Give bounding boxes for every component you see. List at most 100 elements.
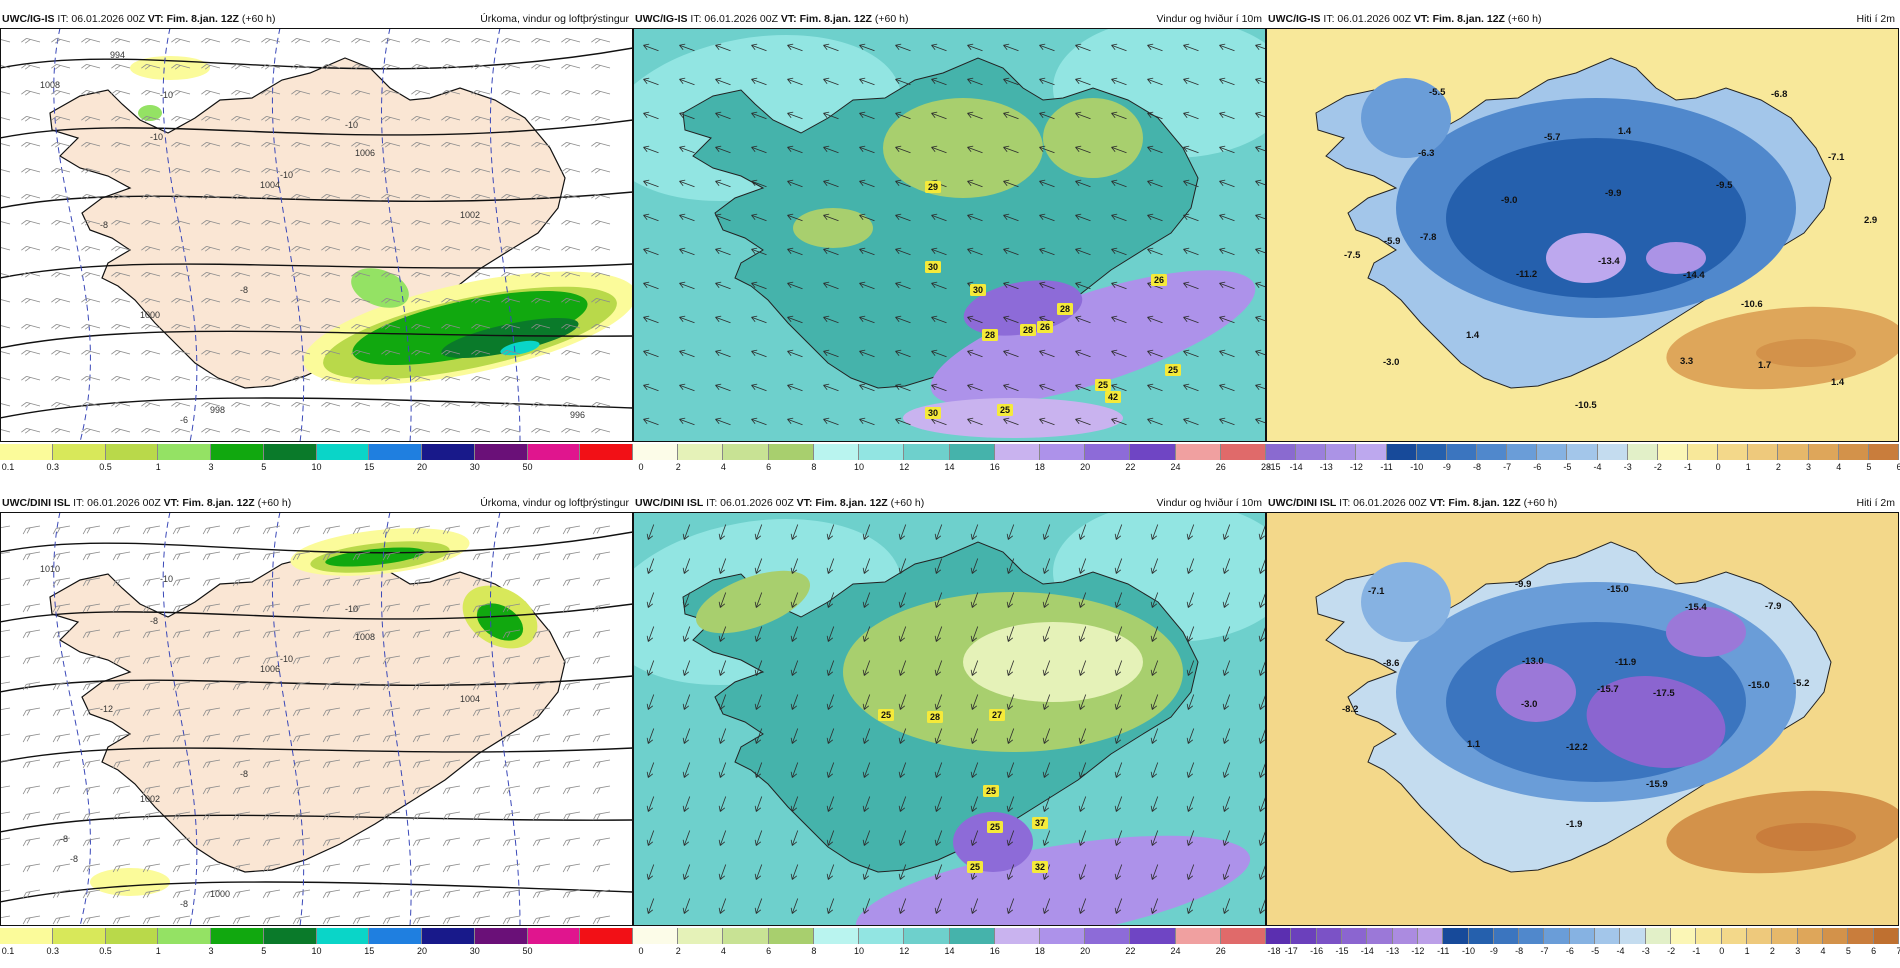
panel-header: UWC/IG-IS IT: 06.01.2026 00Z VT: Fim. 8.… [633, 10, 1266, 28]
colorbar-swatch [1393, 928, 1418, 944]
isotherm-label: -8 [60, 834, 68, 844]
valid-time: Fim. 8.jan. 12Z [1448, 497, 1520, 509]
isobar-label: 1004 [460, 694, 480, 704]
colorbar-swatch [0, 444, 53, 460]
gust-label: 42 [1105, 391, 1121, 403]
svg-text:25: 25 [1098, 380, 1108, 390]
temperature-label: 3.3 [1680, 356, 1693, 367]
lead-time: (+60 h) [242, 13, 276, 25]
temperature-label: -10.5 [1575, 400, 1597, 411]
field-title: Vindur og hviður í 10m [1157, 494, 1262, 512]
colorbar-swatch [1823, 928, 1848, 944]
svg-text:25: 25 [1168, 365, 1178, 375]
svg-text:25: 25 [990, 822, 1000, 832]
temperature-label: 1.1 [1467, 739, 1481, 750]
panel-title: UWC/IG-IS IT: 06.01.2026 00Z VT: Fim. 8.… [2, 10, 275, 28]
isotherm-label: -8 [180, 899, 188, 909]
colorbar-tick-label: 8 [811, 946, 816, 956]
colorbar-tick-label: -6 [1533, 462, 1541, 472]
svg-text:37: 37 [1035, 818, 1045, 828]
isobar-label: 998 [210, 405, 225, 415]
svg-text:30: 30 [928, 262, 938, 272]
colorbar-swatch [1567, 444, 1597, 460]
colorbar-swatch [264, 444, 317, 460]
lead-time: (+60 h) [875, 13, 909, 25]
colorbar-tick-label: 12 [899, 946, 909, 956]
svg-text:25: 25 [1000, 405, 1010, 415]
colorbar-tick-label: 0 [1719, 946, 1724, 956]
colorbar-swatch [1176, 444, 1221, 460]
colorbar-tick-label: 7 [1896, 946, 1900, 956]
gust-label: 28 [927, 711, 943, 723]
svg-text:30: 30 [973, 285, 983, 295]
colorbar-swatch [211, 928, 264, 944]
colorbar-tick-label: 22 [1125, 946, 1135, 956]
colorbar-tick-label: 20 [1080, 946, 1090, 956]
field-title: Vindur og hviður í 10m [1157, 10, 1262, 28]
colorbar-tick-label: 16 [990, 946, 1000, 956]
colorbar-swatch [1537, 444, 1567, 460]
colorbar-tick-label: 10 [311, 462, 321, 472]
colorbar-swatch [422, 928, 475, 944]
colorbar-swatch [633, 444, 678, 460]
colorbar-tick-label: -5 [1591, 946, 1599, 956]
colorbar-swatch [1469, 928, 1494, 944]
gust-label: 30 [925, 261, 941, 273]
colorbar-swatch [1130, 928, 1175, 944]
gust-label: 37 [1032, 817, 1048, 829]
colorbar-swatch [859, 444, 904, 460]
temperature-label: -6.8 [1771, 89, 1787, 100]
colorbar-swatch [1367, 928, 1392, 944]
colorbar-swatch [475, 928, 528, 944]
isotherm-label: -8 [240, 285, 248, 295]
colorbar-swatch [1671, 928, 1696, 944]
colorbar-tick-label: -14 [1290, 462, 1303, 472]
temperature-label: -9.9 [1515, 579, 1531, 590]
gust-label: 28 [1057, 303, 1073, 315]
precip-area [138, 105, 162, 121]
temperature-label: -7.1 [1368, 586, 1385, 597]
colorbar-tick-label: 5 [1866, 462, 1871, 472]
colorbar-swatch [1085, 444, 1130, 460]
temperature-label: -1.9 [1566, 819, 1582, 830]
svg-text:25: 25 [986, 786, 996, 796]
colorbar-tick-label: 1 [1745, 946, 1750, 956]
colorbar-tick-label: 2 [1776, 462, 1781, 472]
colorbar-ticks: -18-17-16-15-14-13-12-11-10-9-8-7-6-5-4-… [1266, 946, 1899, 958]
panel-header: UWC/IG-IS IT: 06.01.2026 00Z VT: Fim. 8.… [0, 10, 633, 28]
isobar-label: 996 [570, 410, 585, 420]
colorbar-tick-label: 0.5 [99, 462, 112, 472]
map-area: -7.1-9.9-15.0-15.4-7.9-8.6-13.0-11.9-5.2… [1266, 512, 1899, 926]
field-title: Hiti í 2m [1856, 494, 1895, 512]
gust-label: 30 [970, 284, 986, 296]
colorbar-tick-label: -4 [1616, 946, 1624, 956]
gust-label: 25 [987, 821, 1003, 833]
colorbar-tick-label: 26 [1216, 946, 1226, 956]
colorbar-swatch [106, 928, 159, 944]
colorbar-swatch [264, 928, 317, 944]
colorbar-tick-label: 6 [1871, 946, 1876, 956]
colorbar-tick-label: -13 [1320, 462, 1333, 472]
panel-header: UWC/IG-IS IT: 06.01.2026 00Z VT: Fim. 8.… [1266, 10, 1899, 28]
colorbar-swatch [1040, 444, 1085, 460]
temperature-label: -5.5 [1429, 87, 1446, 98]
colorbar-swatch [1696, 928, 1721, 944]
colorbar-tick-label: 6 [1896, 462, 1900, 472]
colorbar-swatch [580, 444, 633, 460]
colorbar-swatch [814, 928, 859, 944]
isobar-label: 1006 [260, 664, 280, 674]
colorbar-tick-label: -16 [1310, 946, 1323, 956]
colorbar-tick-label: 1 [1746, 462, 1751, 472]
colorbar-swatch [723, 444, 768, 460]
colorbar-tick-label: -10 [1462, 946, 1475, 956]
colorbar-tick-label: -17 [1285, 946, 1298, 956]
temperature-label: -13.4 [1598, 256, 1620, 267]
temperature-label: 1.4 [1831, 377, 1845, 388]
temperature-label: -12.2 [1566, 742, 1588, 753]
panel-header: UWC/DINI ISL IT: 06.01.2026 00Z VT: Fim.… [1266, 494, 1899, 512]
isobar-label: 1002 [460, 210, 480, 220]
isobar-label: 1010 [40, 564, 60, 574]
colorbar-tick-label: 5 [261, 462, 266, 472]
colorbar-swatch [1266, 928, 1291, 944]
